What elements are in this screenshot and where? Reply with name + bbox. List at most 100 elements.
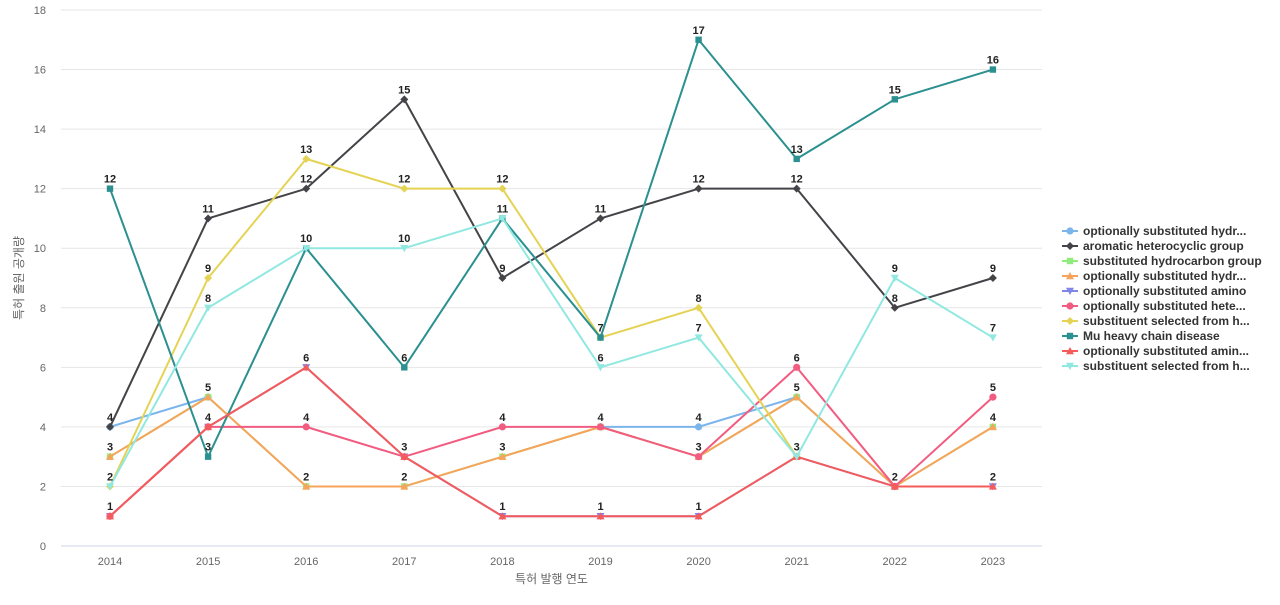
data-label: 4 xyxy=(205,412,212,424)
data-point xyxy=(694,334,703,342)
data-label: 4 xyxy=(107,412,114,424)
data-label: 17 xyxy=(692,25,704,37)
legend-item[interactable]: substituent selected from h... xyxy=(1062,359,1250,373)
series-line xyxy=(109,366,994,517)
data-point xyxy=(498,512,507,520)
data-label: 15 xyxy=(398,84,410,96)
data-point xyxy=(204,274,213,282)
series-line xyxy=(109,396,994,488)
legend-marker xyxy=(1066,287,1074,295)
data-point xyxy=(106,185,114,192)
y-tick-label: 8 xyxy=(40,303,46,315)
legend-item[interactable]: optionally substituted hydr... xyxy=(1062,224,1246,238)
data-point xyxy=(793,155,800,163)
series-9 xyxy=(106,215,997,491)
legend-label: optionally substituted hydr... xyxy=(1083,269,1246,283)
data-label: 9 xyxy=(499,263,505,275)
data-point xyxy=(695,36,702,43)
data-point xyxy=(597,334,604,341)
data-label: 11 xyxy=(497,203,509,215)
data-label: 5 xyxy=(794,382,800,394)
x-tick-label: 2019 xyxy=(588,556,612,568)
data-point xyxy=(106,512,114,520)
data-label: 13 xyxy=(791,144,803,156)
data-point xyxy=(400,95,409,104)
series-1 xyxy=(106,95,997,431)
data-point xyxy=(596,512,605,520)
y-axis-ticks: 0 2 4 6 8 10 12 14 16 18 xyxy=(34,5,46,553)
data-point xyxy=(400,482,409,490)
legend-item[interactable]: optionally substituted hydr... xyxy=(1062,269,1246,283)
data-label: 1 xyxy=(696,501,702,513)
data-label: 7 xyxy=(597,323,603,335)
series-8 xyxy=(106,363,997,520)
data-label: 2 xyxy=(990,471,996,483)
data-point xyxy=(695,423,703,431)
x-tick-label: 2018 xyxy=(490,556,514,568)
data-label: 12 xyxy=(692,174,704,186)
data-label: 9 xyxy=(990,263,996,275)
data-label: 6 xyxy=(794,352,800,364)
data-point xyxy=(989,66,997,73)
data-label: 8 xyxy=(205,293,211,305)
series-line xyxy=(109,366,993,518)
data-point xyxy=(302,482,311,490)
legend-label: Mu heavy chain disease xyxy=(1083,329,1220,343)
data-point xyxy=(792,393,801,401)
data-label: 1 xyxy=(107,501,113,513)
data-point xyxy=(302,184,311,193)
legend-item[interactable]: Mu heavy chain disease xyxy=(1062,329,1220,343)
data-label: 4 xyxy=(696,412,703,424)
data-label: 7 xyxy=(990,323,996,335)
data-point xyxy=(302,363,311,371)
data-label: 8 xyxy=(892,293,898,305)
data-label: 4 xyxy=(990,412,997,424)
legend-marker xyxy=(1066,332,1074,340)
data-point xyxy=(498,274,507,282)
data-point xyxy=(400,452,409,460)
legend-marker xyxy=(1066,317,1074,325)
data-label: 3 xyxy=(401,442,407,454)
legend-label: aromatic heterocyclic group xyxy=(1083,239,1244,253)
data-point xyxy=(792,184,801,193)
x-tick-label: 2017 xyxy=(392,556,416,568)
legend-item[interactable]: aromatic heterocyclic group xyxy=(1062,239,1244,253)
legend-label: substituent selected from h... xyxy=(1083,314,1250,328)
data-point xyxy=(890,482,899,490)
y-tick-label: 10 xyxy=(34,243,46,255)
data-point xyxy=(988,482,997,490)
data-point xyxy=(694,303,703,312)
data-point xyxy=(498,423,506,431)
legend-item[interactable]: substituent selected from h... xyxy=(1062,314,1250,328)
y-tick-label: 6 xyxy=(40,362,46,374)
data-label: 12 xyxy=(496,174,508,186)
legend-item[interactable]: optionally substituted hete... xyxy=(1062,299,1246,313)
legend: optionally substituted hydr...aromatic h… xyxy=(1062,224,1262,373)
x-axis-ticks: 2014 2015 2016 2017 2018 2019 2020 2021 2022 2023 xyxy=(98,556,1005,568)
data-label: 6 xyxy=(401,352,407,364)
x-tick-label: 2014 xyxy=(98,556,122,568)
data-label: 12 xyxy=(398,174,410,186)
legend-label: substituent selected from h... xyxy=(1083,359,1250,373)
legend-item[interactable]: optionally substituted amin... xyxy=(1062,344,1249,358)
legend-marker xyxy=(1066,362,1074,370)
data-point xyxy=(694,184,703,193)
data-point xyxy=(596,214,605,223)
series-line xyxy=(109,217,994,487)
series-lines xyxy=(106,36,997,521)
data-label: 10 xyxy=(398,233,410,245)
data-labels: 1243211198543131210642151210632121194311… xyxy=(104,25,999,513)
legend-item[interactable]: substituted hydrocarbon group xyxy=(1062,254,1262,268)
data-point xyxy=(302,154,311,163)
legend-marker xyxy=(1066,302,1074,310)
data-point xyxy=(106,422,114,431)
data-point xyxy=(302,245,311,253)
data-point xyxy=(989,393,997,401)
data-point xyxy=(106,483,114,491)
y-tick-label: 14 xyxy=(34,124,46,136)
y-tick-label: 2 xyxy=(40,481,46,493)
legend-item[interactable]: optionally substituted amino xyxy=(1062,284,1246,298)
data-label: 3 xyxy=(794,442,800,454)
